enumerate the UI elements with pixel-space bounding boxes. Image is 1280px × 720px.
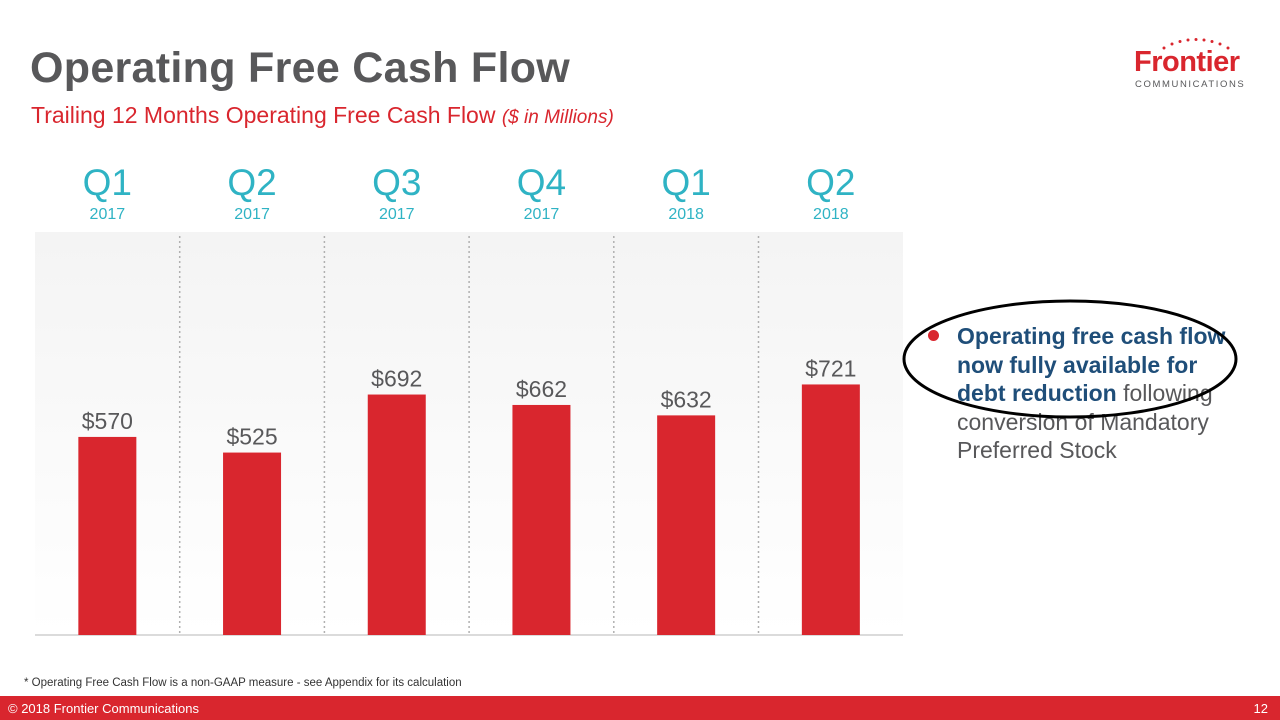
year-label: 2017 [524,206,560,223]
subtitle-units: ($ in Millions) [501,107,614,128]
bullet-dot-icon [928,330,939,341]
year-label: 2017 [379,206,415,223]
quarter-label: Q2 [806,162,855,203]
bullet-text: Operating free cash flow now fully avail… [957,322,1232,465]
subtitle-main: Trailing 12 Months Operating Free Cash F… [31,102,496,128]
year-label: 2017 [90,206,126,223]
bar-3 [367,394,426,635]
logo-wordmark: Frontier [1134,46,1240,78]
bar-2 [223,452,282,635]
bar-4 [512,404,571,635]
quarter-label: Q2 [227,162,276,203]
quarter-label: Q4 [517,162,566,203]
logo-tagline: COMMUNICATIONS [1135,79,1246,90]
highlight-ellipse [902,299,1238,419]
bar-5 [657,415,716,635]
bar-value-label: $632 [661,386,712,412]
frontier-logo: Frontier COMMUNICATIONS [1126,34,1266,94]
quarter-label: Q3 [372,162,421,203]
year-label: 2018 [668,206,704,223]
footnote: * Operating Free Cash Flow is a non-GAAP… [24,677,462,689]
footer-copyright: © 2018 Frontier Communications [8,701,199,716]
bar-value-label: $570 [82,408,133,434]
page-number: 12 [1253,701,1268,716]
footer-bar: © 2018 Frontier Communications 12 [0,696,1280,720]
ofcf-bar-chart: $570 $525 $692 $662 $632 $721 Q1 2017 Q2 2017 Q3 2… [35,162,903,636]
bullet-bold-text: Operating free cash flow now fully avail… [957,323,1226,406]
bar-1 [78,436,137,635]
quarter-label: Q1 [661,162,710,203]
year-label: 2017 [234,206,270,223]
bar-value-label: $525 [226,424,277,450]
slide-subtitle: Trailing 12 Months Operating Free Cash F… [31,102,614,129]
logo-arc-dots-icon [1162,38,1230,50]
year-label: 2018 [813,206,849,223]
quarter-label: Q1 [83,162,132,203]
bar-value-label: $721 [805,355,856,381]
slide-title: Operating Free Cash Flow [30,44,571,92]
bar-value-label: $662 [516,376,567,402]
bar-value-label: $692 [371,366,422,392]
bar-6 [801,384,860,635]
